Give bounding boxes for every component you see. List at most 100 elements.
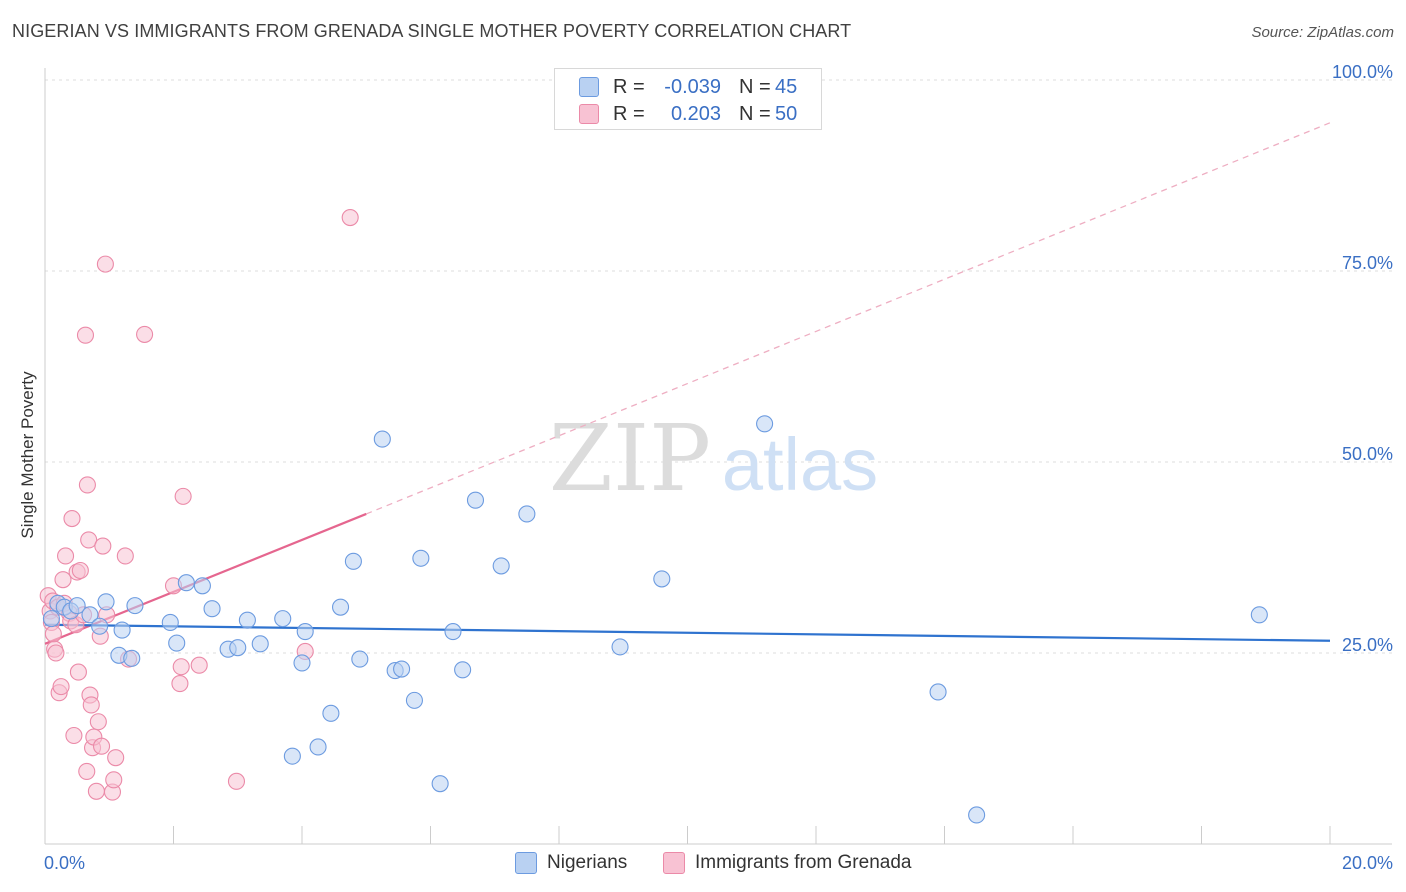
legend-n-label: N =: [739, 75, 771, 98]
point-grenada: [92, 737, 111, 755]
point-grenada: [76, 326, 95, 344]
y-tick-label: 50.0%: [1342, 444, 1393, 464]
point-grenada: [63, 509, 81, 528]
point-nigerians: [81, 606, 99, 624]
point-grenada: [44, 625, 62, 643]
legend-n-label: N =: [739, 102, 771, 125]
point-nigerians: [91, 617, 109, 635]
point-grenada: [54, 571, 72, 589]
point-nigerians: [412, 549, 430, 567]
y-tick-label: 100.0%: [1332, 62, 1393, 82]
point-grenada: [69, 663, 87, 681]
point-grenada: [78, 762, 96, 780]
source-credit: Source: ZipAtlas.com: [1251, 24, 1394, 41]
point-grenada: [89, 713, 107, 731]
point-grenada: [87, 782, 105, 800]
point-grenada: [341, 208, 359, 227]
point-nigerians: [373, 430, 391, 448]
legend-n-value: 45: [775, 75, 798, 98]
legend-label-nigerians: Nigerians: [547, 852, 628, 873]
point-nigerians: [405, 691, 423, 709]
point-nigerians: [444, 623, 462, 641]
x-tick-label: 0.0%: [44, 853, 85, 873]
point-nigerians: [97, 593, 115, 611]
y-tick-label: 75.0%: [1342, 253, 1393, 273]
point-grenada: [94, 537, 112, 555]
point-nigerians: [238, 611, 256, 629]
legend-r-label: R =: [613, 75, 645, 98]
point-grenada: [80, 531, 98, 549]
point-nigerians: [331, 598, 350, 616]
correlation-legend: R = -0.039 N = 45 R = 0.203 N = 50: [554, 68, 822, 130]
point-grenada: [71, 561, 89, 580]
trendline-nigerians: [44, 623, 1331, 642]
point-nigerians: [929, 683, 947, 701]
point-grenada: [82, 696, 100, 714]
series-legend: Nigerians Immigrants from Grenada: [0, 852, 1406, 878]
point-nigerians: [293, 654, 311, 672]
y-axis-title: Single Mother Poverty: [18, 371, 37, 539]
point-nigerians: [466, 491, 485, 509]
point-grenada: [57, 547, 75, 565]
point-nigerians: [274, 610, 292, 628]
point-grenada: [190, 656, 208, 674]
legend-swatch-pink: [663, 852, 685, 874]
legend-swatch-blue: [515, 852, 537, 874]
legend-swatch-blue: [579, 77, 599, 97]
point-nigerians: [756, 415, 774, 433]
point-grenada: [96, 255, 114, 273]
point-nigerians: [454, 661, 472, 679]
point-nigerians: [296, 623, 314, 641]
point-nigerians: [393, 660, 411, 678]
trendline-grenada-dashed: [366, 122, 1331, 515]
legend-r-value: -0.039: [664, 75, 721, 98]
point-nigerians: [431, 775, 449, 793]
legend-item-nigerians[interactable]: Nigerians: [515, 852, 627, 874]
y-tick-label: 25.0%: [1342, 635, 1393, 655]
point-grenada: [78, 476, 96, 494]
legend-r-value: 0.203: [670, 102, 721, 125]
point-nigerians: [123, 649, 141, 667]
point-nigerians: [968, 806, 986, 824]
point-grenada: [116, 547, 134, 565]
point-nigerians: [322, 704, 340, 722]
legend-row-nigerians: R = -0.039 N = 45: [579, 74, 797, 100]
point-grenada: [47, 644, 65, 662]
point-nigerians: [309, 738, 327, 756]
point-nigerians: [251, 635, 269, 653]
chart-title: NIGERIAN VS IMMIGRANTS FROM GRENADA SING…: [12, 21, 852, 41]
watermark: ZIP atlas: [549, 405, 878, 512]
point-grenada: [172, 658, 190, 676]
point-nigerians: [344, 552, 362, 570]
point-grenada: [227, 772, 246, 790]
point-nigerians: [113, 621, 131, 639]
legend-item-grenada[interactable]: Immigrants from Grenada: [663, 852, 911, 874]
x-tick-label: 20.0%: [1342, 853, 1393, 873]
legend-swatch-pink: [579, 104, 599, 124]
legend-r-label: R =: [613, 102, 645, 125]
point-nigerians: [1250, 606, 1268, 624]
point-nigerians: [42, 610, 60, 628]
point-grenada: [136, 325, 154, 343]
point-nigerians: [203, 600, 221, 618]
point-nigerians: [492, 557, 510, 575]
point-grenada: [174, 487, 192, 505]
point-grenada: [107, 749, 125, 767]
legend-row-grenada: R = 0.203 N = 50: [579, 101, 797, 127]
point-nigerians: [611, 638, 629, 656]
point-nigerians: [283, 747, 301, 765]
point-nigerians: [193, 577, 211, 595]
legend-label-grenada: Immigrants from Grenada: [695, 852, 912, 873]
point-nigerians: [518, 505, 536, 523]
watermark-zip: ZIP: [549, 405, 711, 512]
point-nigerians: [161, 613, 179, 631]
point-grenada: [65, 726, 83, 745]
point-nigerians: [168, 634, 186, 652]
point-nigerians: [351, 650, 369, 668]
watermark-atlas: atlas: [722, 423, 878, 506]
legend-n-value: 50: [775, 102, 798, 125]
point-nigerians: [126, 597, 144, 615]
point-grenada: [105, 771, 123, 789]
point-nigerians: [68, 597, 86, 615]
